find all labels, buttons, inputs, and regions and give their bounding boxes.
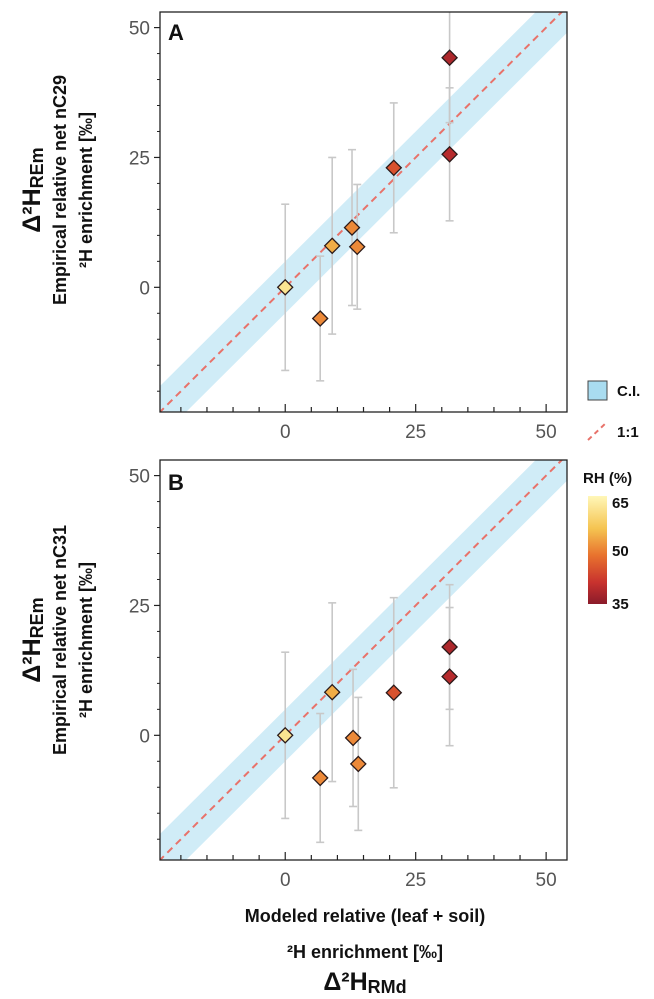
panel-b-point-6 [441, 668, 459, 686]
panel-a-point-5 [385, 159, 403, 177]
legend-rh-colorbar [588, 496, 607, 604]
legend-rh-tick-50: 50 [612, 543, 629, 560]
panel-b-xtick-label-25: 25 [405, 870, 426, 891]
legend: C.I. 1:1 RH (%) 65 50 35 [583, 380, 640, 613]
panel-b-ytick-label-25: 25 [129, 596, 150, 617]
x-axis-symbol: Δ²HRMd [323, 968, 406, 997]
panel-a-ytick-label-50: 50 [129, 19, 150, 40]
panel-a-point-3 [343, 219, 361, 237]
panel-b-ylabel-symbol: Δ²HREm [18, 597, 47, 682]
panel-a-xtick-label-0: 0 [280, 422, 291, 443]
panel-a-ylabel-line1: Empirical relative net nC29 [50, 75, 70, 305]
x-axis-label-line1: Modeled relative (leaf + soil) [245, 906, 486, 926]
legend-rh-tick-65: 65 [612, 495, 629, 512]
panel-a-ylabel-line2: ²H enrichment [‰] [76, 112, 96, 268]
legend-rh-tick-35: 35 [612, 596, 629, 613]
panel-a-point-4 [348, 238, 366, 256]
panel-b-ylabel-line1: Empirical relative net nC31 [50, 525, 70, 755]
panel-b-ticks: 0 25 50 0 25 50 [129, 467, 557, 891]
panel-b-point-1 [311, 769, 329, 787]
legend-line-swatch [587, 421, 608, 441]
panel-a-xtick-label-25: 25 [405, 422, 426, 443]
panel-a-plot-area [160, 12, 567, 412]
panel-b-plot-area [160, 460, 567, 860]
x-axis-label-line2: ²H enrichment [‰] [287, 942, 443, 962]
panel-a-point-7 [441, 49, 459, 67]
panel-b-ylabel-line2: ²H enrichment [‰] [76, 562, 96, 718]
panel-b-point-3 [344, 729, 362, 747]
panel-b-point-4 [349, 755, 367, 773]
panel-b-point-5 [385, 684, 403, 702]
legend-rh-title: RH (%) [583, 470, 632, 487]
panel-a-point-6 [441, 145, 459, 163]
panel-b-ytick-label-0: 0 [139, 726, 150, 747]
panel-a-letter: A [168, 20, 184, 45]
panel-a-ytick-label-25: 25 [129, 148, 150, 169]
panel-a-ticks: 0 25 50 0 25 50 [129, 19, 557, 443]
panel-b: 0 25 50 0 25 50 B Δ²HREm Empirical relative n… [18, 459, 568, 891]
panel-a-ylabel-symbol: Δ²HREm [18, 147, 47, 232]
panel-a-point-2 [323, 237, 341, 255]
panel-a-point-1 [311, 310, 329, 327]
panel-b-xtick-label-0: 0 [280, 870, 291, 891]
panel-a-ytick-label-0: 0 [139, 278, 150, 299]
panel-b-point-7 [441, 638, 459, 656]
panel-a: 0 25 50 0 25 50 A Δ²HREm Empirical relative n… [18, 11, 568, 443]
panel-b-point-2 [323, 683, 341, 701]
panel-b-point-0 [276, 726, 294, 744]
legend-ci-label: C.I. [617, 383, 640, 400]
panel-a-one-to-one-line [160, 12, 564, 412]
panel-b-one-to-one-line [160, 460, 564, 860]
panel-a-point-0 [276, 278, 294, 296]
panel-b-ytick-label-50: 50 [129, 467, 150, 488]
legend-line-label: 1:1 [617, 424, 639, 441]
legend-ci-swatch [587, 380, 608, 401]
panel-a-xtick-label-50: 50 [536, 422, 557, 443]
panel-b-xtick-label-50: 50 [536, 870, 557, 891]
panel-b-letter: B [168, 470, 184, 495]
